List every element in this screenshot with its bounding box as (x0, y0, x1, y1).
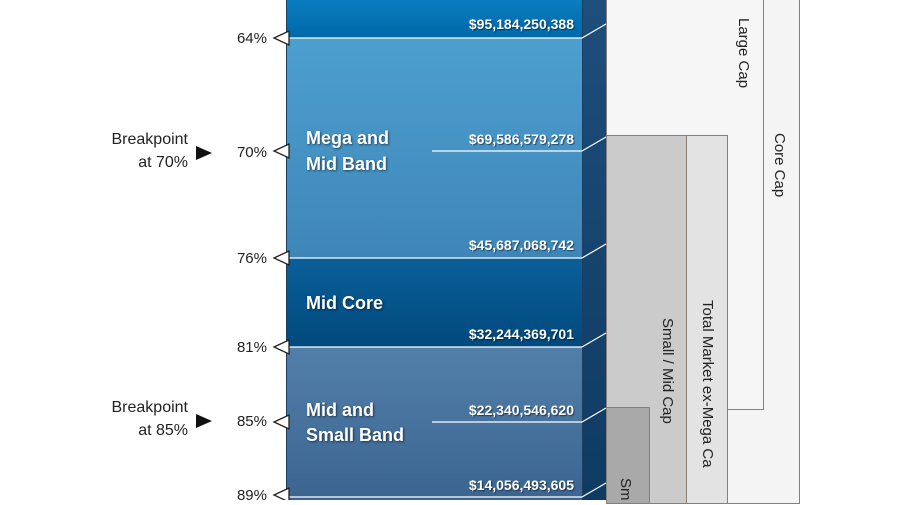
percentile-89: 89% (236, 487, 267, 504)
percentile-76: 76% (236, 250, 267, 267)
band-label-mid-small-line2: Small Band (306, 425, 405, 445)
band-mega-mid (286, 38, 582, 258)
value-64: $95,184,250,388 (468, 16, 574, 32)
band-label-mid-small-line1: Mid and (306, 400, 374, 420)
breakpoint-70-arrow-icon (196, 146, 212, 160)
value-76: $45,687,068,742 (468, 237, 574, 253)
breakpoint-70-line1: Breakpoint (111, 131, 189, 148)
band-top (286, 0, 582, 38)
value-85: $22,340,546,620 (468, 402, 574, 418)
band-label-mid-core: Mid Core (306, 293, 384, 313)
percentile-85: 85% (236, 413, 267, 430)
percentile-70: 70% (236, 144, 267, 161)
band-mid-small (286, 347, 582, 500)
breakpoint-85-line2: at 85% (138, 422, 188, 439)
percentile-64: 64% (236, 30, 267, 47)
value-81: $32,244,369,701 (468, 326, 574, 342)
bar-side-face (582, 0, 606, 500)
band-label-mega-mid-line1: Mega and (306, 128, 390, 148)
percentile-81: 81% (236, 339, 267, 356)
breakpoint-85-line1: Breakpoint (111, 399, 189, 416)
band-label-mega-mid-line2: Mid Band (306, 154, 387, 174)
band-mid-core (286, 258, 582, 347)
value-70: $69,586,579,278 (468, 131, 574, 147)
breakpoint-85-arrow-icon (196, 414, 212, 428)
small-cap-box (606, 407, 650, 504)
breakpoint-70-line2: at 70% (138, 154, 188, 171)
value-89: $14,056,493,605 (468, 477, 574, 493)
